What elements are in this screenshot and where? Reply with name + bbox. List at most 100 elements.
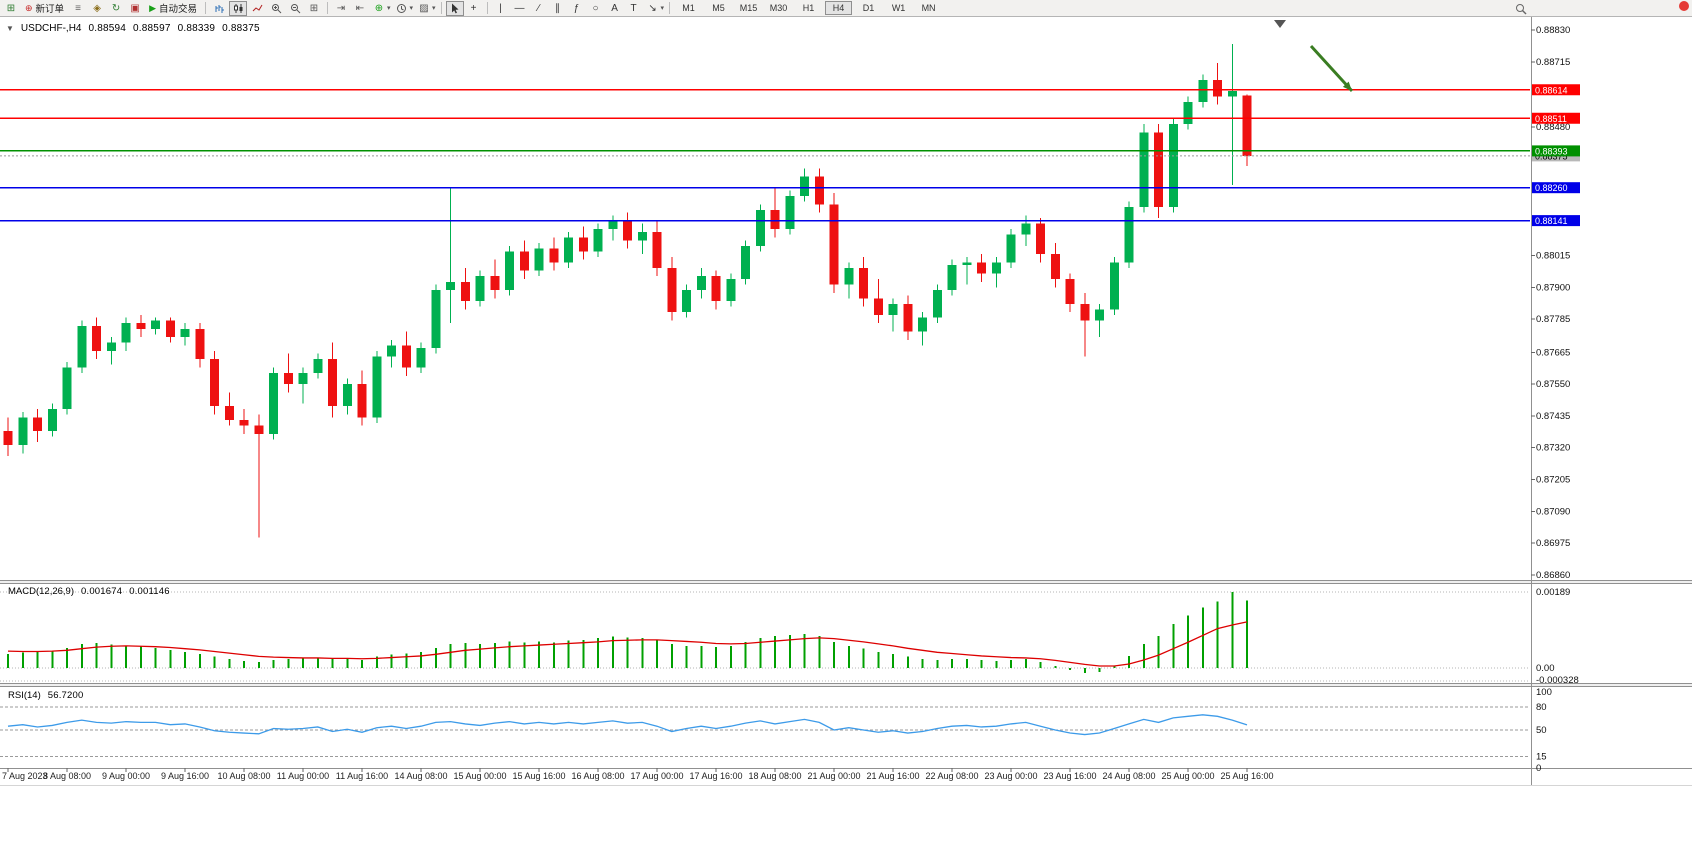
fibonacci-icon[interactable]: ƒ [573, 2, 580, 14]
notification-badge[interactable] [1679, 1, 1689, 11]
svg-text:0.88141: 0.88141 [1535, 216, 1568, 226]
zoom-in-icon[interactable] [267, 1, 285, 16]
refresh-icon[interactable]: ↻ [111, 2, 121, 14]
timeframe-button-h1[interactable]: H1 [802, 3, 815, 13]
text-label-icon[interactable]: T [630, 2, 637, 14]
toolbar-search [1512, 1, 1530, 18]
timeframe-button-d1[interactable]: D1 [862, 3, 875, 13]
panel-frame [0, 16, 1692, 786]
timeframe-button-h4[interactable]: H4 [825, 1, 853, 15]
rsi-value: 56.7200 [47, 690, 84, 701]
timeframe-button-m15[interactable]: M15 [739, 3, 758, 13]
svg-text:0.87665: 0.87665 [1536, 347, 1570, 358]
trend-arrow[interactable] [1309, 44, 1354, 93]
svg-text:18 Aug 08:00: 18 Aug 08:00 [748, 771, 801, 781]
macd-signal-line [7, 621, 1248, 667]
auto-scroll-icon[interactable]: ⇥ [336, 2, 346, 14]
svg-text:25 Aug 16:00: 25 Aug 16:00 [1220, 771, 1273, 781]
periods-icon[interactable] [393, 1, 411, 16]
templates-icon[interactable]: ▨ [419, 2, 429, 14]
chart-shift-marker[interactable] [1274, 20, 1286, 28]
svg-text:0.00189: 0.00189 [1536, 587, 1570, 598]
terminal-icon[interactable]: ▣ [130, 2, 140, 14]
rsi-label: RSI(14) 56.7200 [8, 690, 83, 701]
rsi-panel[interactable]: 100 80 50 150 [0, 687, 1552, 774]
timeframe-button-mn[interactable]: MN [921, 3, 936, 13]
new-order-button-label: 新订单 [35, 4, 65, 15]
search-icon[interactable] [1512, 1, 1530, 16]
zoom-out-icon[interactable] [286, 1, 304, 16]
svg-text:0.87320: 0.87320 [1536, 443, 1570, 454]
trend-arrow-head [1342, 81, 1352, 91]
candlestick-chart-icon[interactable] [229, 0, 247, 16]
svg-text:11 Aug 16:00: 11 Aug 16:00 [336, 771, 388, 781]
svg-text:11 Aug 00:00: 11 Aug 00:00 [277, 771, 329, 781]
horizontal-line-icon[interactable]: — [514, 2, 525, 14]
timeframe-button-m30[interactable]: M30 [769, 3, 788, 13]
svg-text:0.88260: 0.88260 [1535, 183, 1568, 193]
svg-text:0.88715: 0.88715 [1536, 57, 1570, 68]
price-badge: 0.88511 [1532, 112, 1580, 124]
svg-text:0: 0 [1536, 763, 1541, 774]
shapes-icon[interactable]: ○ [592, 2, 599, 14]
svg-text:21 Aug 16:00: 21 Aug 16:00 [866, 771, 919, 781]
new-order-button[interactable]: ⊕ 新订单 [21, 2, 68, 16]
autotrading-button[interactable]: ▶ 自动交易 [145, 2, 201, 16]
timeframe-button-m5[interactable]: M5 [712, 3, 725, 13]
svg-text:80: 80 [1536, 702, 1547, 713]
svg-text:9 Aug 16:00: 9 Aug 16:00 [161, 771, 209, 781]
trendline-icon[interactable]: ∕ [537, 2, 540, 14]
chart-collapse-icon[interactable]: ▼ [6, 24, 14, 33]
toolbar-separator [440, 2, 442, 14]
line-chart-icon[interactable] [248, 1, 266, 16]
navigator-icon[interactable]: ◈ [93, 2, 101, 14]
svg-text:0.86860: 0.86860 [1536, 570, 1570, 581]
toolbar-right-items [1679, 1, 1689, 11]
svg-text:10 Aug 08:00: 10 Aug 08:00 [217, 771, 270, 781]
annotations [1274, 20, 1354, 93]
svg-text:14 Aug 08:00: 14 Aug 08:00 [394, 771, 447, 781]
svg-text:15 Aug 16:00: 15 Aug 16:00 [512, 771, 565, 781]
tile-windows-icon[interactable]: ⊞ [309, 2, 319, 14]
svg-text:0.00: 0.00 [1536, 663, 1555, 674]
new-chart-icon[interactable]: ⊞ [6, 2, 16, 14]
market-watch-icon[interactable]: ≡ [75, 2, 81, 14]
svg-text:0.88393: 0.88393 [1535, 146, 1568, 156]
timeframe-button-m1[interactable]: M1 [682, 3, 695, 13]
price-axis[interactable]: 0.88830 0.88715 0.88480 0.88015 0.87900 0.877… [1531, 25, 1580, 581]
chart-shift-icon[interactable]: ⇤ [355, 2, 365, 14]
toolbar: ⊞ ⊕ 新订单 ≡ ◈ ↻ ▣ ▶ 自动交易 ⊞ ⇥ ⇤ ⊕ ▾ ▾ ▨ ▾ + | — ∕ ∥ ƒ ○ A T ↘ ▾ M1 M5 M15… [0, 0, 1692, 17]
svg-text:16 Aug 08:00: 16 Aug 08:00 [571, 771, 624, 781]
toolbar-separator [486, 2, 488, 14]
svg-text:8 Aug 08:00: 8 Aug 08:00 [43, 771, 91, 781]
arrows-icon-dropdown[interactable]: ▾ [660, 5, 665, 12]
autotrading-button-label: 自动交易 [158, 4, 197, 15]
crosshair-icon[interactable]: + [470, 2, 477, 14]
ohlc-high: 0.88597 [133, 23, 171, 34]
arrows-icon[interactable]: ↘ [648, 2, 657, 14]
templates-icon-dropdown[interactable]: ▾ [432, 5, 436, 12]
indicators-icon[interactable]: ⊕ [374, 2, 384, 14]
chart-title: ▼ USDCHF-,H4 0.88594 0.88597 0.88339 0.8… [6, 23, 260, 34]
svg-text:15 Aug 00:00: 15 Aug 00:00 [453, 771, 506, 781]
text-icon[interactable]: A [611, 2, 618, 14]
macd-label: MACD(12,26,9) 0.001674 0.001146 [8, 586, 170, 597]
cursor-icon[interactable] [445, 0, 464, 16]
timeframe-button-w1[interactable]: W1 [891, 3, 906, 13]
svg-text:0.88511: 0.88511 [1535, 114, 1567, 124]
svg-text:24 Aug 08:00: 24 Aug 08:00 [1102, 771, 1155, 781]
main-price-panel[interactable] [0, 43, 1530, 538]
equidistant-channel-icon[interactable]: ∥ [555, 2, 561, 14]
svg-text:-0.000328: -0.000328 [1536, 675, 1579, 686]
indicators-icon-dropdown[interactable]: ▾ [387, 5, 391, 12]
svg-text:0.87550: 0.87550 [1536, 379, 1570, 390]
macd-panel[interactable]: 0.00189 0.00-0.000328 [0, 587, 1579, 686]
svg-text:9 Aug 00:00: 9 Aug 00:00 [102, 771, 150, 781]
vertical-line-icon[interactable]: | [499, 2, 502, 14]
ohlc-close: 0.88375 [222, 23, 260, 34]
periods-icon-dropdown[interactable]: ▾ [409, 5, 414, 12]
bar-chart-icon[interactable] [210, 1, 228, 16]
